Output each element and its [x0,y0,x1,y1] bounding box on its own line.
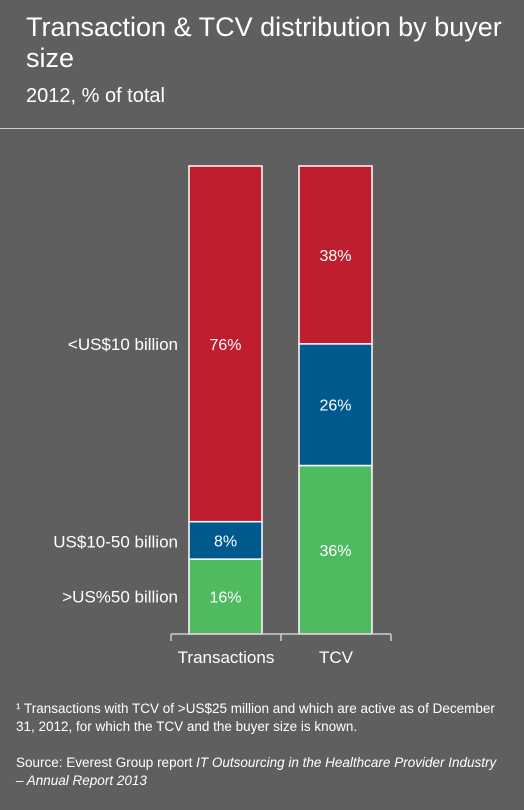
legend-label-large-buyer: >US%50 billion [62,588,178,607]
bar-tcv-mid-buyer [298,343,373,467]
data-label-tcv-mid-buyer: 26% [319,398,351,415]
data-label-transactions-mid-buyer: 8% [214,533,237,550]
data-label-transactions-small-buyer: 76% [209,337,241,354]
bar-transactions-small-buyer [188,165,263,523]
data-label-tcv-small-buyer: 38% [319,248,351,265]
chart-subtitle: 2012, % of total [26,85,165,107]
data-label-transactions-large-buyer: 16% [209,590,241,607]
source-report-title: IT Outsourcing in the Healthcare Provide… [16,755,497,788]
x-tick-label-tcv: TCV [319,648,354,667]
chart-title: Transaction & TCV distribution by buyer … [26,12,502,73]
footnote: ¹ Transactions with TCV of >US$25 millio… [16,701,495,734]
data-label-tcv-large-buyer: 36% [319,543,351,560]
legend-label-small-buyer: <US$10 billion [68,335,178,354]
legend-label-mid-buyer: US$10-50 billion [53,532,178,551]
stacked-bar-chart: 16% 8% 76% 36% 26% 38% >US%50 billion US$10-50 … [53,165,392,667]
bar-transactions-large-buyer [188,558,263,635]
bar-transactions-mid-buyer [188,520,263,560]
source-prefix: Source: Everest Group report [16,755,197,770]
title-divider [0,128,524,129]
bar-tcv-small-buyer [298,165,373,345]
x-tick-label-transactions: Transactions [178,648,275,667]
bar-tcv-large-buyer [298,464,373,635]
source-note: Source: Everest Group report IT Outsourc… [16,754,506,790]
